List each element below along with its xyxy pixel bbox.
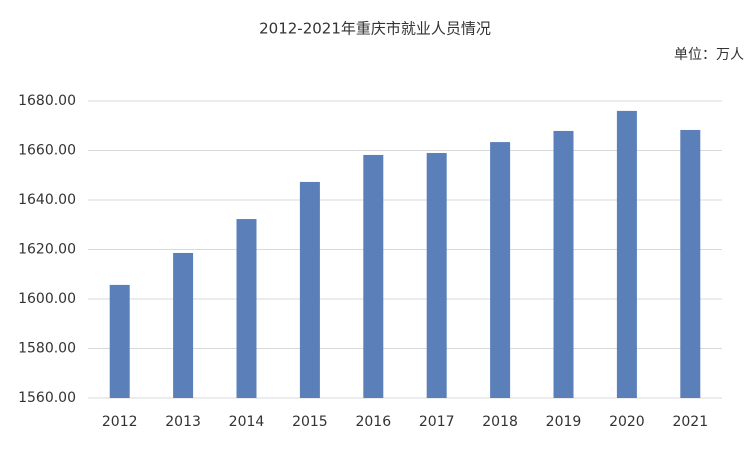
y-tick-label: 1680.00 <box>18 93 76 109</box>
bar <box>616 110 637 399</box>
x-tick-label: 2018 <box>482 414 518 430</box>
bar <box>173 252 194 398</box>
x-tick-label: 2013 <box>165 414 201 430</box>
y-tick-label: 1640.00 <box>18 192 76 208</box>
bar <box>236 219 257 398</box>
x-tick-label: 2017 <box>419 414 455 430</box>
bar <box>299 181 320 398</box>
bar <box>363 154 384 398</box>
x-tick-label: 2012 <box>102 414 138 430</box>
y-tick-label: 1580.00 <box>18 341 76 357</box>
y-tick-label: 1660.00 <box>18 143 76 159</box>
bar <box>680 129 701 398</box>
chart-title: 2012-2021年重庆市就业人员情况 <box>259 20 491 38</box>
unit-label: 单位：万人 <box>674 47 744 63</box>
x-tick-label: 2020 <box>609 414 645 430</box>
bar <box>426 152 447 398</box>
bar <box>553 130 574 398</box>
bar <box>490 142 511 398</box>
y-tick-label: 1620.00 <box>18 242 76 258</box>
x-tick-label: 2021 <box>672 414 708 430</box>
y-tick-label: 1560.00 <box>18 390 76 406</box>
x-tick-label: 2014 <box>229 414 265 430</box>
y-tick-label: 1600.00 <box>18 291 76 307</box>
bar <box>109 284 130 398</box>
x-tick-label: 2019 <box>546 414 582 430</box>
x-tick-label: 2015 <box>292 414 328 430</box>
x-tick-label: 2016 <box>355 414 391 430</box>
